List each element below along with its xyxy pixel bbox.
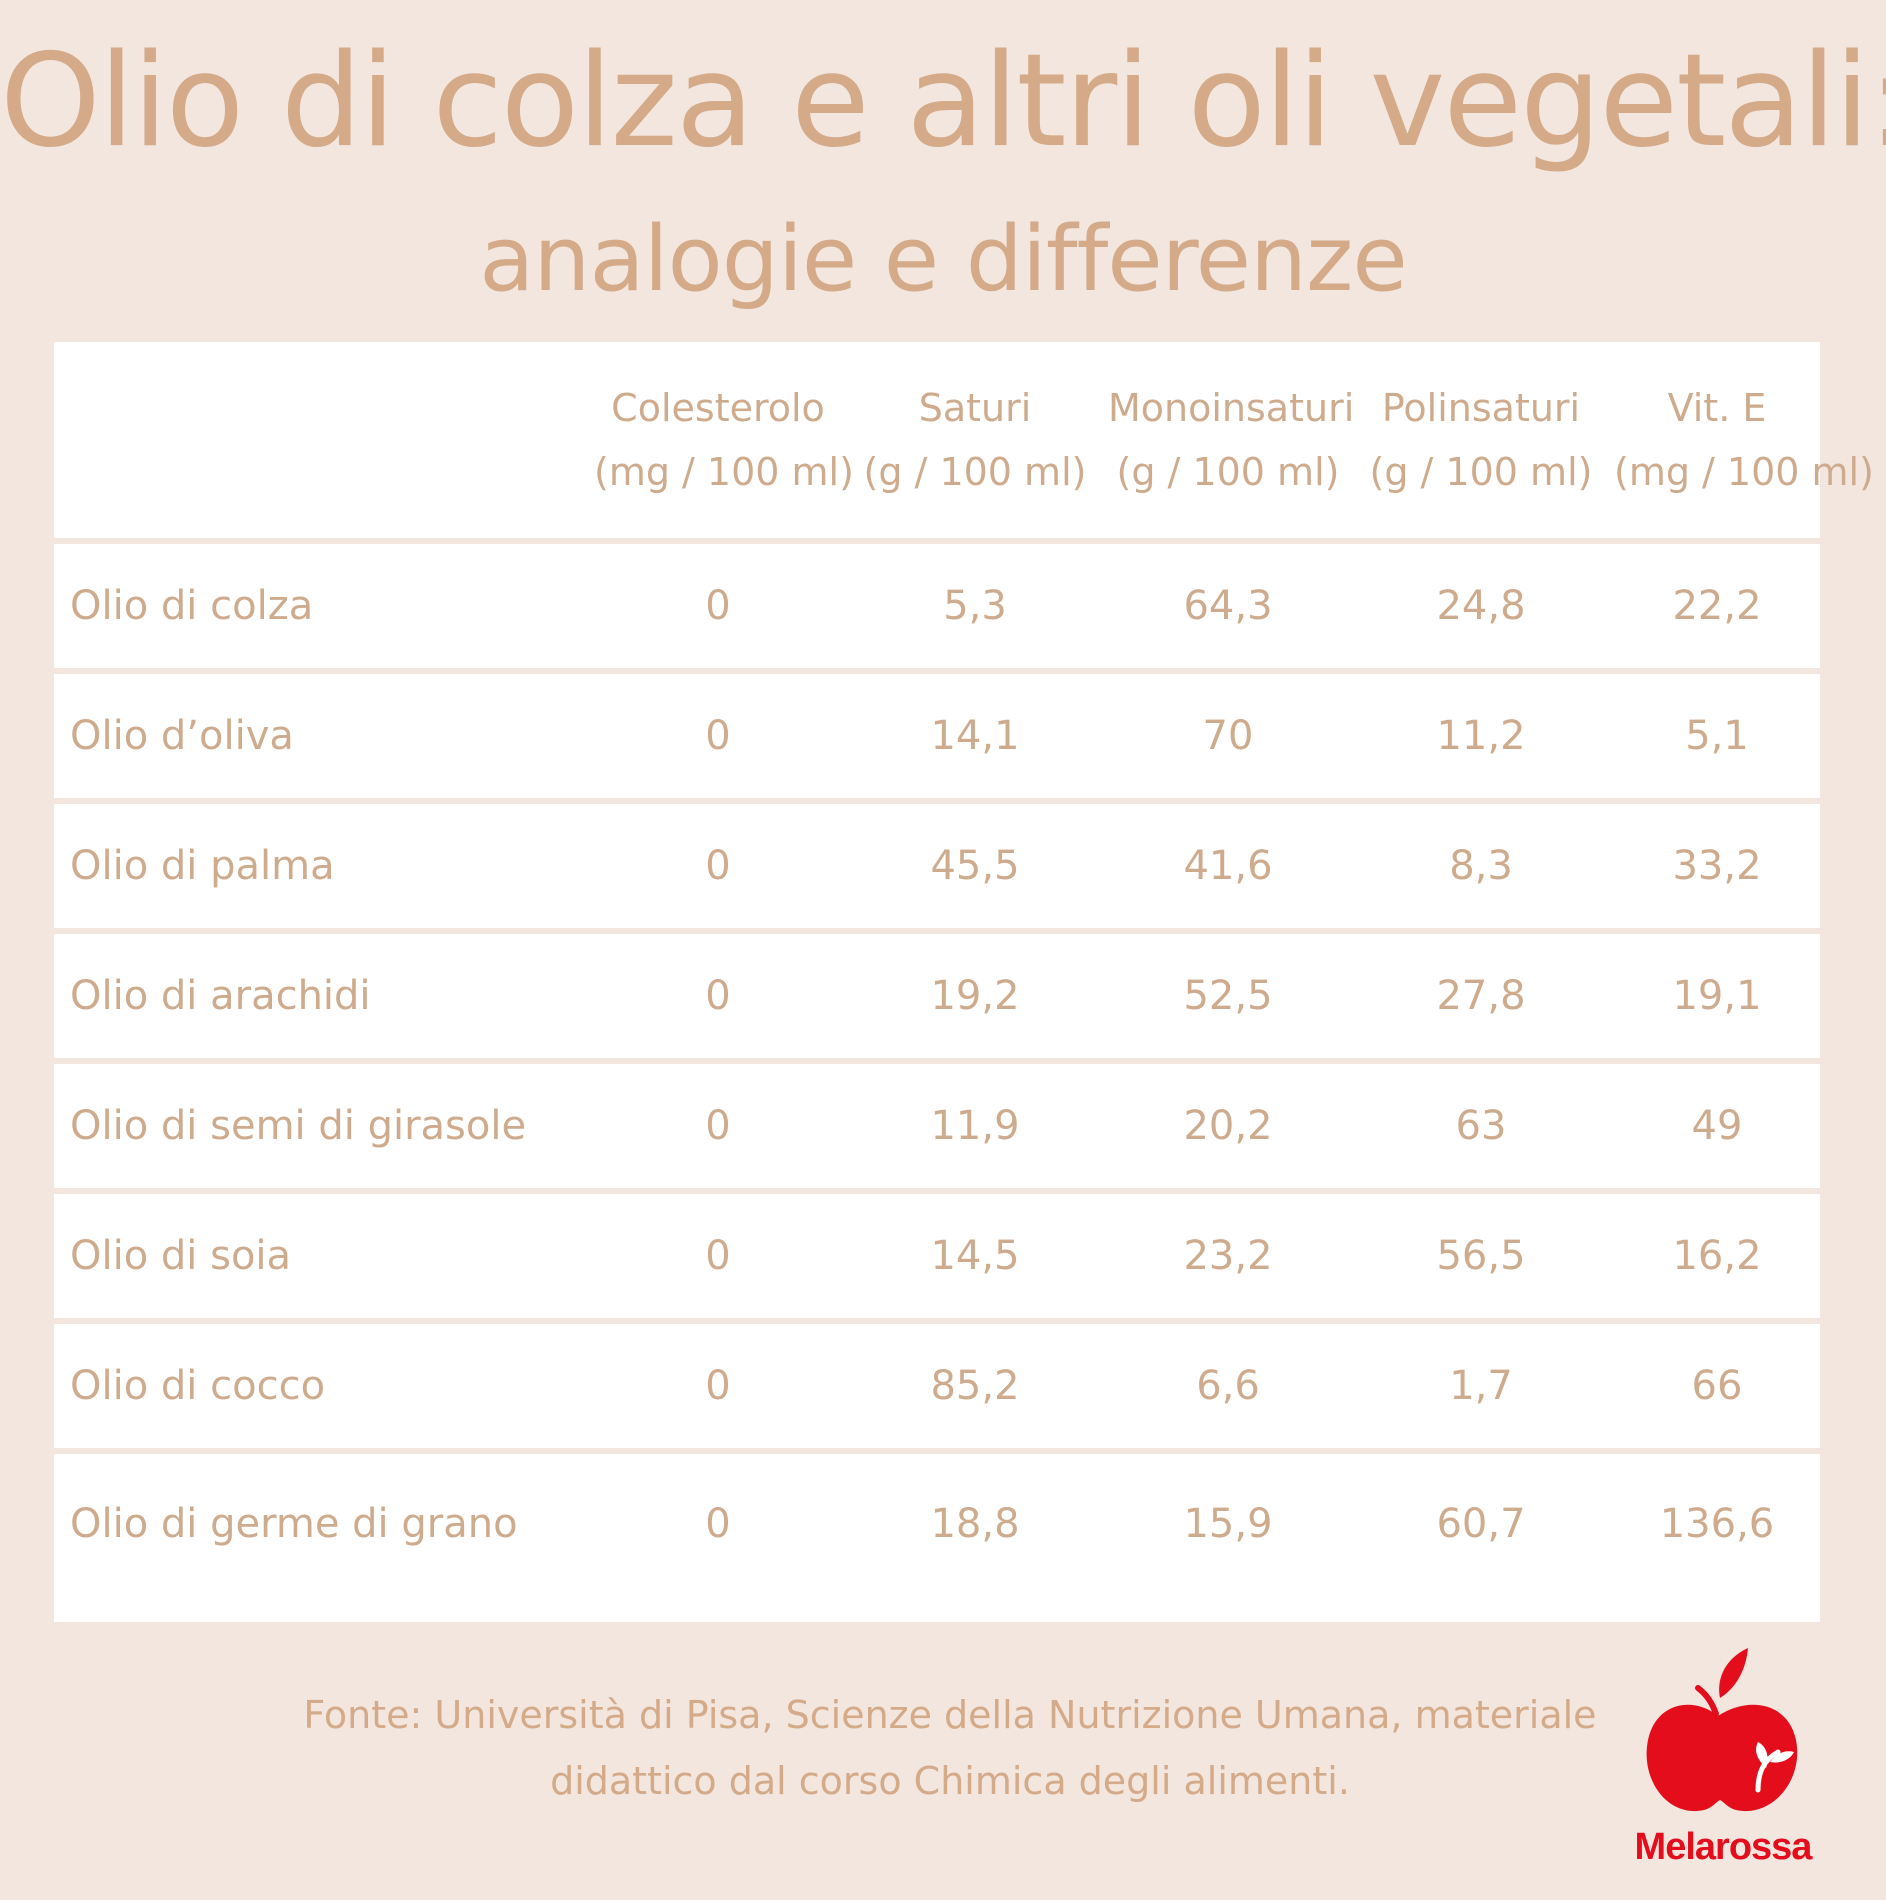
vitamina-e-cell: 5,1 bbox=[1614, 671, 1820, 804]
polinsaturi-cell: 1,7 bbox=[1348, 1321, 1614, 1454]
table-row: Olio d’oliva 0 14,1 70 11,2 5,1 bbox=[54, 671, 1820, 804]
oil-name-cell: Olio di soia bbox=[54, 1191, 594, 1324]
polinsaturi-cell: 63 bbox=[1348, 1061, 1614, 1194]
header-unit: (mg / 100 ml) bbox=[594, 450, 854, 494]
header-label: Colesterolo bbox=[611, 386, 825, 430]
table-panel: Colesterolo (mg / 100 ml) Saturi (g / 10… bbox=[54, 342, 1874, 1622]
table-row: Olio di palma 0 45,5 41,6 8,3 33,2 bbox=[54, 801, 1820, 934]
colesterolo-cell: 0 bbox=[594, 1321, 842, 1454]
polinsaturi-cell: 56,5 bbox=[1348, 1191, 1614, 1324]
colesterolo-cell: 0 bbox=[594, 541, 842, 674]
oil-name-cell: Olio di colza bbox=[54, 541, 594, 674]
header-saturi: Saturi (g / 100 ml) bbox=[842, 342, 1108, 544]
saturi-cell: 14,5 bbox=[842, 1191, 1108, 1324]
vitamina-e-cell: 22,2 bbox=[1614, 541, 1820, 674]
table-row: Olio di soia 0 14,5 23,2 56,5 16,2 bbox=[54, 1191, 1820, 1324]
oil-name-cell: Olio di germe di grano bbox=[70, 1501, 518, 1547]
monoinsaturi-cell: 52,5 bbox=[1108, 931, 1348, 1064]
colesterolo-cell: 0 bbox=[594, 931, 842, 1064]
saturi-cell: 14,1 bbox=[842, 671, 1108, 804]
polinsaturi-cell: 24,8 bbox=[1348, 541, 1614, 674]
vitamina-e-cell: 66 bbox=[1614, 1321, 1820, 1454]
header-label: Polinsaturi bbox=[1381, 386, 1581, 430]
apple-icon bbox=[1646, 1648, 1798, 1812]
melarossa-logo: Melarossa bbox=[1608, 1640, 1838, 1870]
header-label: Saturi bbox=[918, 386, 1032, 430]
vitamina-e-cell: 19,1 bbox=[1614, 931, 1820, 1064]
colesterolo-cell: 0 bbox=[594, 1061, 842, 1194]
saturi-cell: 45,5 bbox=[842, 801, 1108, 934]
header-label: Vit. E bbox=[1667, 386, 1767, 430]
header-colesterolo: Colesterolo (mg / 100 ml) bbox=[594, 342, 854, 544]
table-row: Olio di cocco 0 85,2 6,6 1,7 66 bbox=[54, 1321, 1820, 1454]
oil-name-cell: Olio d’oliva bbox=[54, 671, 594, 804]
polinsaturi-cell: 11,2 bbox=[1348, 671, 1614, 804]
header-label: Monoinsaturi bbox=[1108, 386, 1355, 430]
header-unit: (g / 100 ml) bbox=[863, 450, 1087, 494]
monoinsaturi-cell: 6,6 bbox=[1108, 1321, 1348, 1454]
page-title: Olio di colza e altri oli vegetali: bbox=[0, 27, 1886, 176]
table-header-row: Colesterolo (mg / 100 ml) Saturi (g / 10… bbox=[54, 342, 1874, 544]
header-polinsaturi: Polinsaturi (g / 100 ml) bbox=[1348, 342, 1614, 544]
vitamina-e-cell: 49 bbox=[1614, 1061, 1820, 1194]
page-subtitle: analogie e differenze bbox=[479, 207, 1407, 312]
table-row: Olio di germe di grano 0 18,8 15,9 60,7 … bbox=[54, 1451, 1820, 1594]
colesterolo-cell: 0 bbox=[594, 801, 842, 934]
header-unit: (mg / 100 ml) bbox=[1614, 450, 1874, 494]
monoinsaturi-cell: 15,9 bbox=[1183, 1501, 1273, 1547]
logo-wordmark: Melarossa bbox=[1634, 1826, 1813, 1868]
header-monoinsaturi: Monoinsaturi (g / 100 ml) bbox=[1108, 342, 1355, 544]
saturi-cell: 85,2 bbox=[842, 1321, 1108, 1454]
monoinsaturi-cell: 70 bbox=[1108, 671, 1348, 804]
vitamina-e-cell: 33,2 bbox=[1614, 801, 1820, 934]
table-row: Olio di colza 0 5,3 64,3 24,8 22,2 bbox=[54, 541, 1820, 674]
saturi-cell: 11,9 bbox=[842, 1061, 1108, 1194]
monoinsaturi-cell: 20,2 bbox=[1108, 1061, 1348, 1194]
header-vitamina-e: Vit. E (mg / 100 ml) bbox=[1614, 342, 1874, 544]
polinsaturi-cell: 60,7 bbox=[1436, 1501, 1526, 1547]
oil-name-cell: Olio di palma bbox=[54, 801, 594, 934]
table-row: Olio di arachidi 0 19,2 52,5 27,8 19,1 bbox=[54, 931, 1820, 1064]
oil-comparison-table: Colesterolo (mg / 100 ml) Saturi (g / 10… bbox=[54, 342, 1874, 1594]
oil-name-cell: Olio di arachidi bbox=[54, 931, 594, 1064]
saturi-cell: 19,2 bbox=[842, 931, 1108, 1064]
colesterolo-cell: 0 bbox=[705, 1501, 731, 1547]
monoinsaturi-cell: 64,3 bbox=[1108, 541, 1348, 674]
colesterolo-cell: 0 bbox=[594, 1191, 842, 1324]
polinsaturi-cell: 27,8 bbox=[1348, 931, 1614, 1064]
saturi-cell: 5,3 bbox=[842, 541, 1108, 674]
monoinsaturi-cell: 23,2 bbox=[1108, 1191, 1348, 1324]
oil-name-cell: Olio di cocco bbox=[54, 1321, 594, 1454]
source-line-2: didattico dal corso Chimica degli alimen… bbox=[550, 1759, 1350, 1803]
polinsaturi-cell: 8,3 bbox=[1348, 801, 1614, 934]
source-note: Fonte: Università di Pisa, Scienze della… bbox=[300, 1682, 1600, 1814]
header-oil-name bbox=[54, 342, 594, 544]
monoinsaturi-cell: 41,6 bbox=[1108, 801, 1348, 934]
source-line-1: Fonte: Università di Pisa, Scienze della… bbox=[303, 1693, 1597, 1737]
saturi-cell: 18,8 bbox=[930, 1501, 1020, 1547]
vitamina-e-cell: 16,2 bbox=[1614, 1191, 1820, 1324]
table-row: Olio di semi di girasole 0 11,9 20,2 63 … bbox=[54, 1061, 1820, 1194]
header-unit: (g / 100 ml) bbox=[1116, 450, 1340, 494]
colesterolo-cell: 0 bbox=[594, 671, 842, 804]
header-unit: (g / 100 ml) bbox=[1369, 450, 1593, 494]
vitamina-e-cell: 136,6 bbox=[1659, 1501, 1775, 1547]
oil-name-cell: Olio di semi di girasole bbox=[54, 1061, 594, 1194]
